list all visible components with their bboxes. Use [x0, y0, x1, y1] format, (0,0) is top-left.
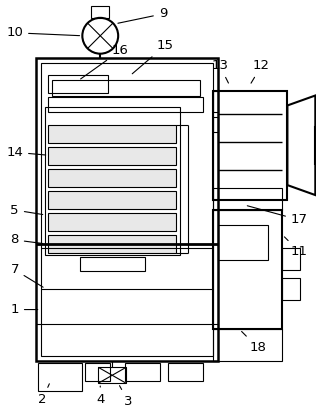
- Bar: [49, 235, 176, 253]
- Bar: [213, 188, 282, 210]
- Bar: [37, 363, 82, 391]
- Bar: [125, 363, 160, 381]
- Bar: [98, 368, 126, 383]
- Bar: [213, 91, 288, 200]
- Bar: [49, 169, 176, 187]
- Bar: [41, 63, 213, 356]
- Bar: [168, 363, 203, 381]
- Text: 11: 11: [284, 237, 308, 258]
- Bar: [91, 6, 109, 18]
- Bar: [315, 127, 317, 165]
- Bar: [282, 278, 301, 299]
- Bar: [80, 257, 145, 271]
- Bar: [53, 79, 200, 95]
- Polygon shape: [288, 95, 315, 195]
- Text: 13: 13: [211, 59, 229, 83]
- Text: 15: 15: [132, 39, 173, 74]
- Text: 4: 4: [96, 386, 104, 406]
- Bar: [49, 213, 176, 231]
- Bar: [49, 191, 176, 209]
- Text: 12: 12: [251, 59, 270, 83]
- Bar: [213, 118, 218, 132]
- Bar: [36, 58, 218, 361]
- Text: 2: 2: [38, 384, 49, 406]
- Text: 16: 16: [81, 44, 129, 79]
- Text: 7: 7: [10, 263, 43, 287]
- Bar: [213, 329, 282, 361]
- Bar: [49, 75, 108, 92]
- Text: 10: 10: [6, 26, 80, 39]
- Text: 18: 18: [242, 331, 266, 354]
- Bar: [49, 147, 176, 165]
- Text: 14: 14: [6, 146, 46, 159]
- Bar: [44, 108, 180, 255]
- Bar: [213, 210, 282, 329]
- Text: 8: 8: [10, 234, 43, 247]
- Text: 3: 3: [120, 386, 133, 408]
- Bar: [218, 225, 268, 260]
- Bar: [49, 126, 176, 143]
- Text: 5: 5: [10, 204, 43, 216]
- Bar: [49, 97, 203, 113]
- Bar: [282, 248, 301, 270]
- Text: 9: 9: [118, 8, 167, 23]
- Text: 17: 17: [247, 206, 308, 226]
- Bar: [85, 363, 110, 381]
- Bar: [213, 91, 218, 113]
- Text: 1: 1: [10, 303, 38, 316]
